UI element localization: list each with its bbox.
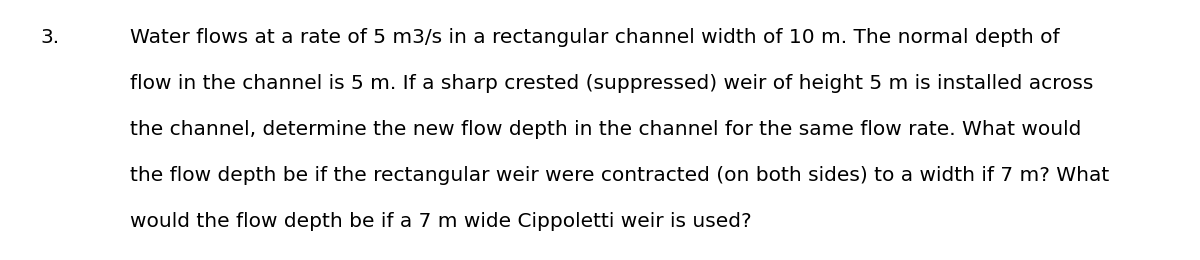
Text: the channel, determine the new flow depth in the channel for the same flow rate.: the channel, determine the new flow dept… <box>130 120 1081 139</box>
Text: the flow depth be if the rectangular weir were contracted (on both sides) to a w: the flow depth be if the rectangular wei… <box>130 166 1109 185</box>
Text: 3.: 3. <box>40 28 59 47</box>
Text: would the flow depth be if a 7 m wide Cippoletti weir is used?: would the flow depth be if a 7 m wide Ci… <box>130 212 751 231</box>
Text: flow in the channel is 5 m. If a sharp crested (suppressed) weir of height 5 m i: flow in the channel is 5 m. If a sharp c… <box>130 74 1093 93</box>
Text: Water flows at a rate of 5 m3/s in a rectangular channel width of 10 m. The norm: Water flows at a rate of 5 m3/s in a rec… <box>130 28 1060 47</box>
